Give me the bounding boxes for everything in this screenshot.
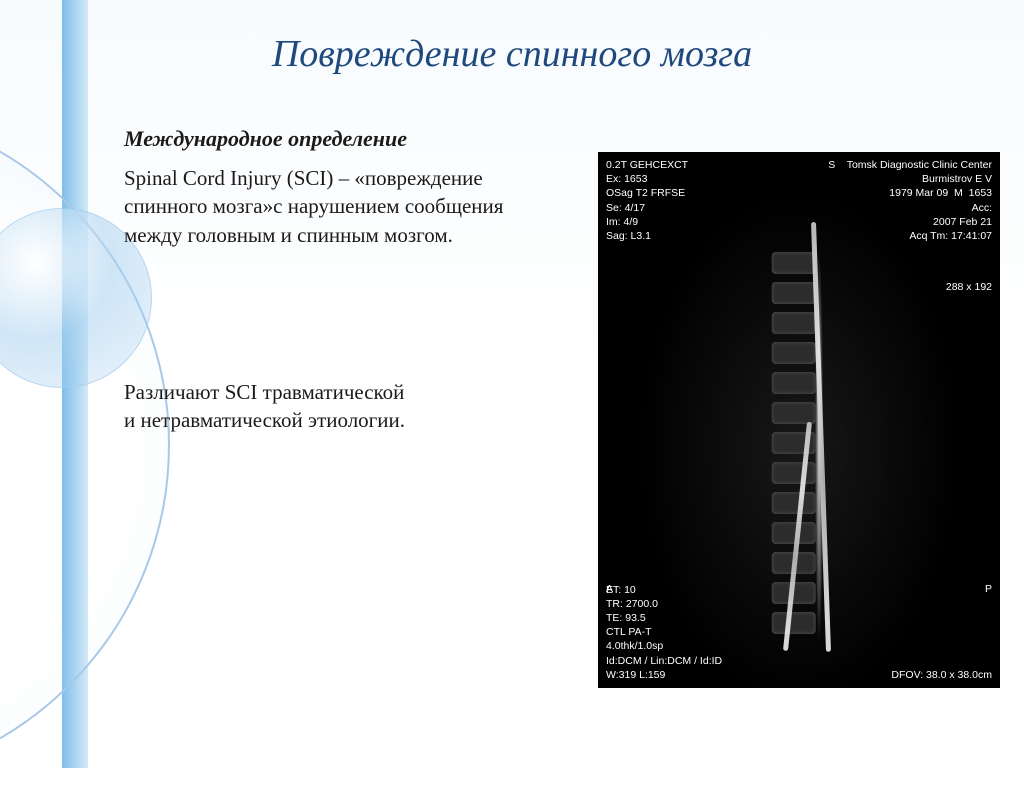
slide-title: Повреждение спинного мозга: [0, 32, 1024, 76]
mri-overlay-resolution: 288 x 192: [946, 280, 992, 294]
slide-content: Повреждение спинного мозга Международное…: [0, 0, 1024, 768]
mri-overlay-top-left: 0.2T GEHCEXCT Ex: 1653 OSag T2 FRFSE Se:…: [606, 158, 688, 243]
subheading: Международное определение: [124, 126, 407, 152]
mri-scan-image: 0.2T GEHCEXCT Ex: 1653 OSag T2 FRFSE Se:…: [598, 152, 1000, 688]
mri-overlay-bottom-right: DFOV: 38.0 x 38.0cm: [891, 668, 992, 682]
mri-overlay-bottom-left: ET: 10 TR: 2700.0 TE: 93.5 CTL PA-T 4.0t…: [606, 583, 722, 682]
mri-overlay-top-right: S Tomsk Diagnostic Clinic Center Burmist…: [828, 158, 992, 243]
paragraph-etiology: Различают SCI травматической и нетравмат…: [124, 378, 564, 435]
paragraph-definition: Spinal Cord Injury (SCI) – «повреждение …: [124, 164, 564, 249]
mri-overlay-posterior-marker: P: [985, 582, 992, 596]
